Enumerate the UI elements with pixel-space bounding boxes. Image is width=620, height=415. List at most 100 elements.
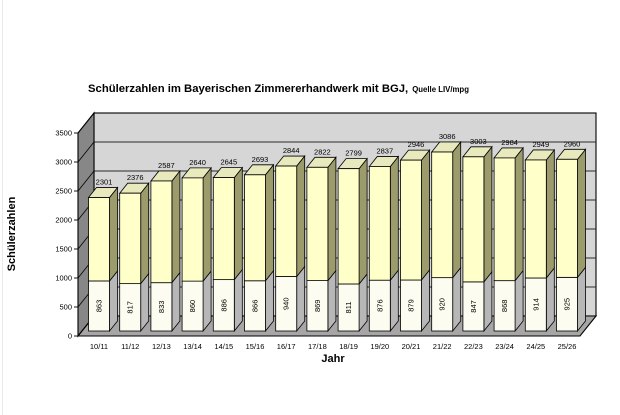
bar-total-label: 2949 <box>532 140 549 149</box>
bar-upper-side <box>389 155 399 282</box>
bar-total-label: 2946 <box>408 140 425 149</box>
x-tick-label: 24/25 <box>526 342 545 351</box>
bar-total-label: 2693 <box>252 155 269 164</box>
bar-upper-side <box>140 182 150 285</box>
bar-upper-side <box>233 166 243 281</box>
bar-upper-front <box>524 159 547 279</box>
x-tick-label: 10/11 <box>90 342 108 351</box>
bar-upper-side <box>265 163 274 282</box>
bar-base-label: 817 <box>126 301 135 314</box>
x-tick-label: 20/21 <box>402 342 421 351</box>
x-tick-label: 11/12 <box>121 342 139 351</box>
bar-total-label: 2984 <box>501 138 518 147</box>
chart-title-source: Quelle LIV/mpg <box>412 85 469 94</box>
bar-total-label: 2376 <box>127 173 144 182</box>
side-wall-tick-line <box>77 170 95 192</box>
bar-base-label: 940 <box>282 297 291 310</box>
bar-lower-side <box>545 266 555 333</box>
chart-title-line: Schülerzahlen im Bayerischen Zimmererhan… <box>88 83 469 95</box>
bar-base-label: 876 <box>375 299 384 312</box>
bar-total-label: 2837 <box>376 146 393 155</box>
bar-upper-side <box>202 166 212 283</box>
bar-total-label: 2822 <box>314 147 331 156</box>
bar-upper-side <box>327 156 337 282</box>
bar-lower-side <box>233 268 243 333</box>
bar-upper-front <box>150 180 173 284</box>
x-tick-label: 21/22 <box>433 342 452 351</box>
y-tick-label: 3000 <box>55 158 72 167</box>
bar-lower-side <box>577 266 586 333</box>
bar-upper-front <box>244 174 266 282</box>
y-tick-label: 2000 <box>55 216 72 225</box>
x-axis-title: Jahr <box>321 353 345 365</box>
x-tick-label: 19/20 <box>370 342 389 351</box>
x-tick-label: 18/19 <box>339 342 358 351</box>
bar-upper-front <box>493 157 516 282</box>
bar-upper-side <box>577 148 586 279</box>
bar-upper-front <box>431 151 454 279</box>
bar-base-label: 847 <box>469 300 478 313</box>
bar-lower-side <box>296 265 306 333</box>
bar-base-label: 879 <box>407 299 416 312</box>
bar-base-label: 811 <box>344 301 353 313</box>
x-tick-label: 16/17 <box>277 342 296 351</box>
x-tick-label: 17/18 <box>308 342 327 351</box>
bar-base-label: 920 <box>438 298 447 311</box>
bar-base-label: 886 <box>219 299 228 312</box>
x-tick-label: 13/14 <box>183 342 202 351</box>
bar-base-label: 860 <box>188 300 197 313</box>
y-axis-title: Schülerzahlen <box>6 196 18 271</box>
bar-total-label: 2844 <box>283 146 300 155</box>
chart-title: Schülerzahlen im Bayerischen Zimmererhan… <box>88 83 408 95</box>
bar-base-label: 925 <box>563 298 572 311</box>
bar-upper-front <box>306 166 329 281</box>
bar-total-label: 2960 <box>564 139 581 148</box>
x-tick-label: 15/16 <box>246 342 265 351</box>
bar-upper-side <box>421 148 430 282</box>
bar-upper-front <box>119 192 142 285</box>
bar-upper-side <box>514 146 524 282</box>
bar-total-label: 2301 <box>96 178 113 187</box>
y-tick-label: 500 <box>59 303 72 312</box>
bar-total-label: 2799 <box>345 149 362 158</box>
chart-plot-area: 0 500 1000 1500 2000 2500 3000 3500 2301 863 10/11… <box>55 111 598 351</box>
bar-upper-front <box>88 197 110 282</box>
y-tick-label: 1000 <box>55 274 72 283</box>
bar-upper-side <box>358 157 368 286</box>
x-tick-label: 14/15 <box>214 342 233 351</box>
bar-lower-side <box>452 266 462 333</box>
bar-total-label: 3003 <box>470 137 487 146</box>
side-wall-tick-line <box>77 112 95 134</box>
bar-base-label: 869 <box>313 300 322 313</box>
y-tick-label: 3500 <box>55 129 72 138</box>
bar-upper-side <box>452 140 462 279</box>
x-tick-label: 25/26 <box>558 342 577 351</box>
bar-upper-side <box>171 169 181 284</box>
bar-base-label: 868 <box>500 300 509 313</box>
y-tick-label: 2500 <box>55 187 72 196</box>
bar-total-label: 2640 <box>189 158 206 167</box>
bar-upper-front <box>181 177 204 282</box>
bar-upper-front <box>337 168 360 285</box>
x-tick-label: 12/13 <box>152 342 171 351</box>
scan-artifact-line <box>2 0 3 415</box>
bar-total-label: 2587 <box>158 161 175 170</box>
bar-base-label: 866 <box>251 300 260 313</box>
bar-base-label: 863 <box>95 300 104 313</box>
bar-upper-side <box>296 154 306 278</box>
bar-upper-front <box>462 156 485 283</box>
y-tick-label: 0 <box>68 332 72 341</box>
x-tick-label: 22/23 <box>464 342 483 351</box>
side-wall-tick-line <box>77 141 95 163</box>
bar-upper-side <box>545 148 555 280</box>
bar-upper-side <box>483 145 493 284</box>
bar-base-label: 914 <box>531 298 540 311</box>
bar-base-label: 833 <box>157 301 166 314</box>
bar-total-label: 3086 <box>439 132 456 141</box>
bar-upper-front <box>275 165 298 277</box>
bar-upper-front <box>556 158 578 278</box>
bar-upper-front <box>400 159 422 281</box>
x-tick-label: 23/24 <box>495 342 514 351</box>
bar-total-label: 2645 <box>220 158 237 167</box>
